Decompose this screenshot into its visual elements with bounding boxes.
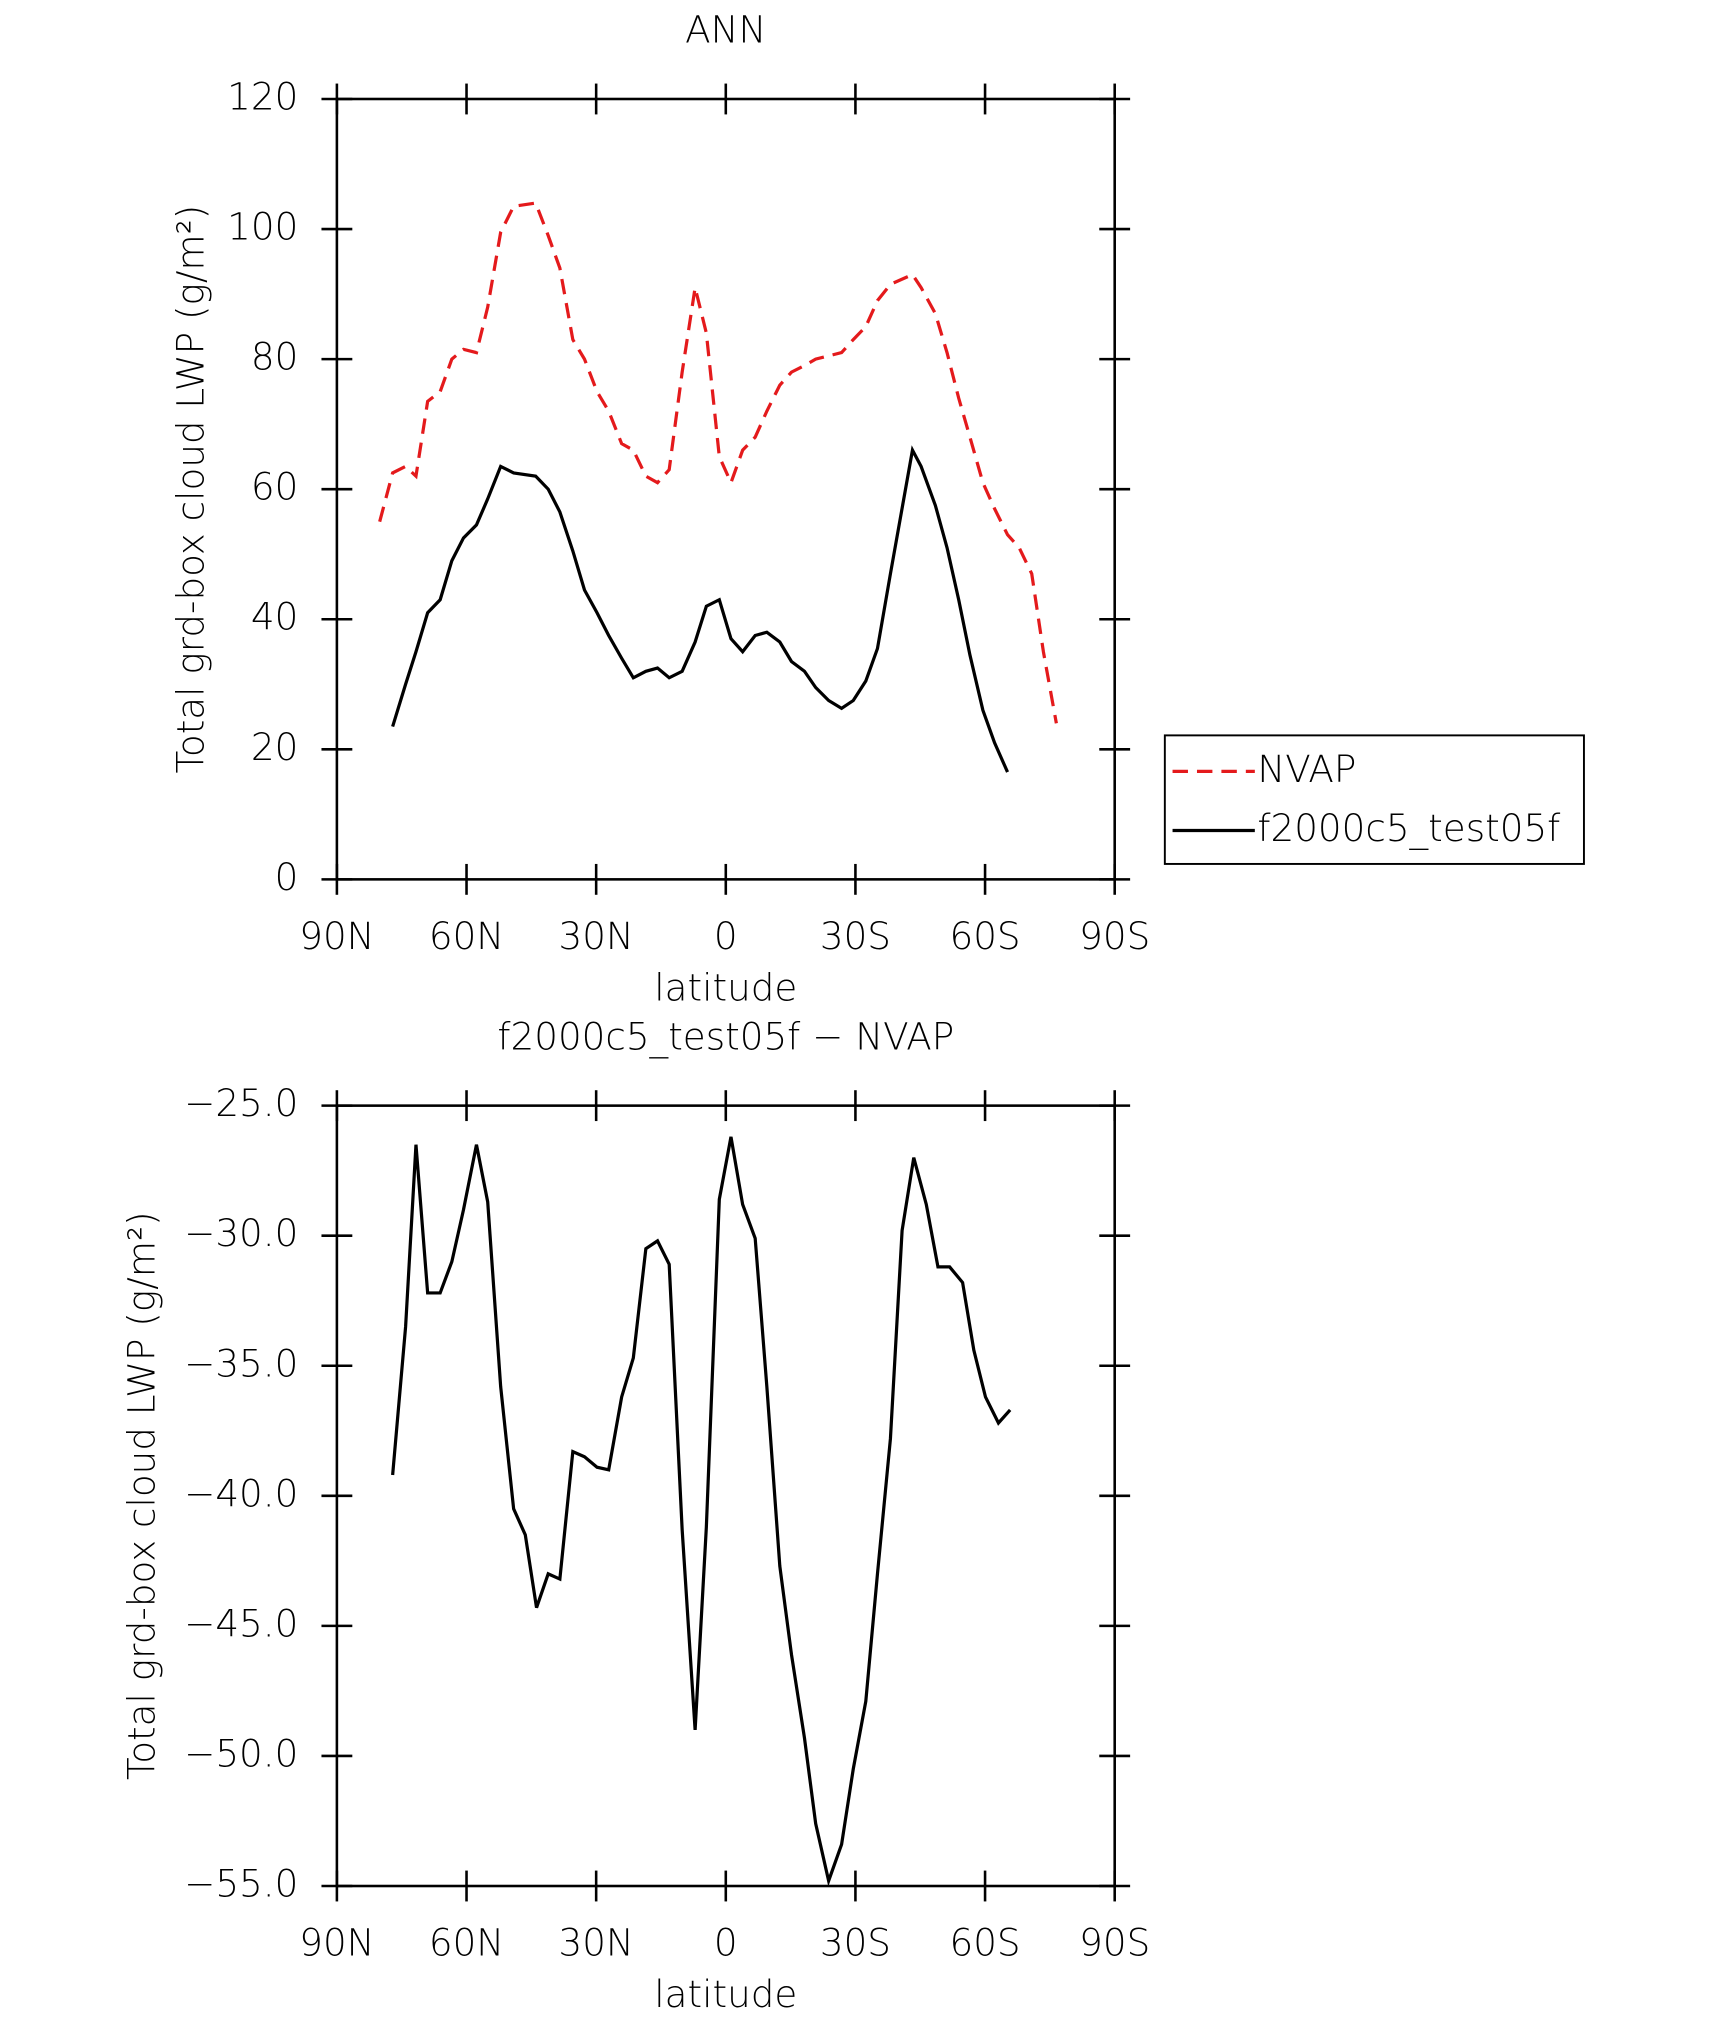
chart-title: ANN (685, 8, 766, 52)
y-tick-label: 40 (251, 595, 298, 639)
plot-frame (335, 1104, 1116, 1888)
x-tick-label: 0 (714, 914, 738, 958)
y-axis-label: Total grd-box cloud LWP (g/m²) (168, 205, 212, 774)
x-tick-label: 90N (299, 914, 374, 958)
y-tick-label: −50.0 (184, 1731, 298, 1775)
x-tick-label: 0 (714, 1921, 738, 1965)
plot-frame (335, 97, 1116, 881)
x-tick-label: 30N (559, 1921, 634, 1965)
x-tick-label: 60N (429, 1921, 504, 1965)
y-tick-label: 60 (251, 465, 298, 509)
chart-title: f2000c5_test05f − NVAP (497, 1014, 954, 1059)
x-tick-label: 30N (559, 914, 634, 958)
x-axis-label: latitude (654, 965, 797, 1009)
data-line (391, 445, 1010, 773)
x-tick-label: 90N (299, 1921, 374, 1965)
y-tick-label: −35.0 (184, 1341, 298, 1385)
y-tick-label: 100 (227, 205, 298, 249)
x-tick-label: 60S (950, 914, 1021, 958)
data-line (391, 1136, 1012, 1887)
legend-label: NVAP (1257, 747, 1356, 791)
y-tick-label: −55.0 (184, 1862, 298, 1906)
y-tick-label: −40.0 (184, 1471, 298, 1515)
y-tick-label: 20 (251, 725, 298, 769)
x-axis-label: latitude (654, 1972, 797, 2016)
y-tick-label: −45.0 (184, 1601, 298, 1645)
x-tick-label: 30S (820, 1921, 891, 1965)
legend-label: f2000c5_test05f (1257, 806, 1560, 851)
y-tick-label: −30.0 (184, 1211, 298, 1255)
y-tick-label: −25.0 (184, 1081, 298, 1125)
y-axis-label: Total grd-box cloud LWP (g/m²) (120, 1211, 164, 1780)
data-line (378, 201, 1058, 724)
y-tick-label: 80 (251, 335, 298, 379)
x-tick-label: 30S (820, 914, 891, 958)
y-tick-label: 0 (275, 855, 299, 899)
x-tick-label: 90S (1079, 914, 1150, 958)
y-tick-label: 120 (227, 74, 298, 118)
legend-box (1163, 734, 1585, 865)
x-tick-label: 60N (429, 914, 504, 958)
x-tick-label: 60S (950, 1921, 1021, 1965)
x-tick-label: 90S (1079, 1921, 1150, 1965)
